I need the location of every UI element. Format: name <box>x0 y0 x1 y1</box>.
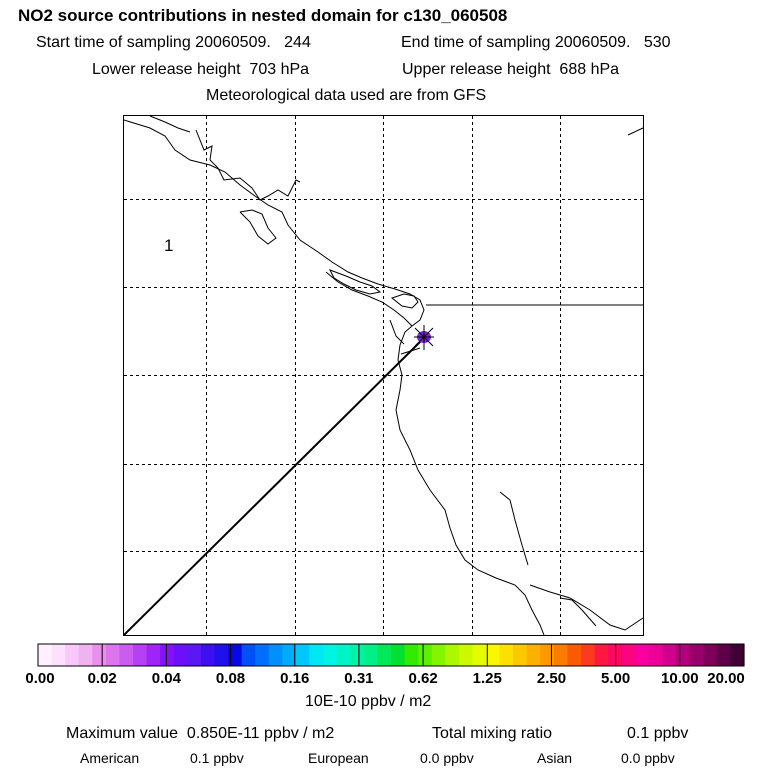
colorbar-swatch <box>716 644 732 666</box>
trajectory-line <box>123 337 425 636</box>
colorbar-swatch <box>38 644 53 666</box>
colorbar-swatch <box>92 644 107 666</box>
colorbar-tick-label: 0.16 <box>280 670 310 687</box>
colorbar-swatch <box>676 644 691 666</box>
region-european-name: European <box>308 750 369 766</box>
colorbar-swatch <box>228 644 243 666</box>
colorbar-swatch <box>200 644 216 666</box>
colorbar-swatch <box>187 644 202 666</box>
colorbar <box>37 643 745 667</box>
colorbar-tick-labels: 0.00 0.02 0.04 0.08 0.16 0.31 0.62 1.25 2.50 5.00… <box>0 670 768 690</box>
colorbar-swatch <box>404 644 419 666</box>
total-mixing-ratio-label: Total mixing ratio <box>432 725 553 742</box>
colorbar-swatch <box>486 644 501 666</box>
colorbar-swatch <box>499 644 514 666</box>
colorbar-tick-label: 0.04 <box>151 670 181 687</box>
colorbar-swatch <box>119 644 134 666</box>
colorbar-swatch <box>282 644 297 666</box>
colorbar-swatch <box>309 644 324 666</box>
colorbar-swatch <box>214 644 229 666</box>
colorbar-swatch <box>648 644 664 666</box>
colorbar-swatch <box>445 644 460 666</box>
colorbar-swatch <box>377 644 392 666</box>
colorbar-swatch <box>553 644 569 666</box>
colorbar-swatch <box>323 644 338 666</box>
colorbar-swatch <box>391 644 406 666</box>
colorbar-swatch <box>689 644 704 666</box>
lower-release-height-label: Lower release height 703 hPa <box>92 61 310 78</box>
colorbar-swatch <box>635 644 650 666</box>
region-label: 1 <box>164 236 173 255</box>
region-asian-value: 0.0 ppbv <box>621 750 675 766</box>
colorbar-swatch <box>105 644 121 666</box>
colorbar-swatch <box>730 644 745 666</box>
region-american-name: American <box>80 750 140 766</box>
colorbar-tick-label: 1.25 <box>472 670 502 687</box>
end-time-label: End time of sampling 20060509. 530 <box>401 34 671 51</box>
colorbar-tick-label: 0.62 <box>408 670 438 687</box>
colorbar-swatch <box>146 644 161 666</box>
colorbar-swatch <box>51 644 66 666</box>
colorbar-border <box>37 643 745 667</box>
colorbar-swatch <box>65 644 80 666</box>
plot-title: NO2 source contributions in nested domai… <box>18 6 508 25</box>
region-european-value: 0.0 ppbv <box>420 750 474 766</box>
colorbar-swatch <box>540 644 555 666</box>
colorbar-swatch <box>703 644 718 666</box>
map-panel: 1 <box>123 115 644 636</box>
region-american-value: 0.1 ppbv <box>190 750 244 766</box>
colorbar-units: 10E-10 ppbv / m2 <box>305 693 432 710</box>
coastline <box>123 115 644 636</box>
colorbar-tick-label: 0.31 <box>344 670 374 687</box>
colorbar-swatch <box>255 644 270 666</box>
colorbar-swatch <box>594 644 609 666</box>
upper-release-height-label: Upper release height 688 hPa <box>402 61 620 78</box>
colorbar-swatch <box>268 644 283 666</box>
colorbar-swatch <box>567 644 582 666</box>
region-asian-name: Asian <box>537 750 573 766</box>
colorbar-swatch <box>133 644 148 666</box>
colorbar-swatch <box>581 644 596 666</box>
total-mixing-ratio-value: 0.1 ppbv <box>627 725 689 742</box>
colorbar-tick-label: 5.00 <box>601 670 631 687</box>
source-marker <box>414 325 434 350</box>
colorbar-swatch <box>472 644 487 666</box>
colorbar-swatch <box>336 644 351 666</box>
colorbar-tick-label: 0.08 <box>215 670 246 687</box>
colorbar-swatch <box>78 644 93 666</box>
colorbar-swatch <box>662 644 677 666</box>
colorbar-tick-label: 0.00 <box>25 670 55 687</box>
colorbar-swatch <box>418 644 433 666</box>
maximum-value-label: Maximum value 0.850E-11 ppbv / m2 <box>66 725 335 742</box>
colorbar-swatch <box>526 644 541 666</box>
met-data-label: Meteorological data used are from GFS <box>206 87 487 104</box>
colorbar-swatch <box>363 644 379 666</box>
colorbar-swatch <box>295 644 311 666</box>
colorbar-tick-label: 20.00 <box>707 670 745 687</box>
colorbar-swatch <box>173 644 188 666</box>
map-gridlines <box>124 116 643 635</box>
start-time-label: Start time of sampling 20060509. 244 <box>36 34 311 51</box>
colorbar-swatch <box>621 644 636 666</box>
colorbar-swatch <box>350 644 365 666</box>
colorbar-swatch <box>513 644 528 666</box>
colorbar-tick-label: 0.02 <box>87 670 117 687</box>
colorbar-swatch <box>431 644 446 666</box>
colorbar-swatch <box>241 644 256 666</box>
colorbar-tick-label: 2.50 <box>536 670 567 687</box>
colorbar-swatch <box>458 644 474 666</box>
colorbar-swatch <box>160 644 175 666</box>
colorbar-tick-label: 10.00 <box>661 670 699 687</box>
